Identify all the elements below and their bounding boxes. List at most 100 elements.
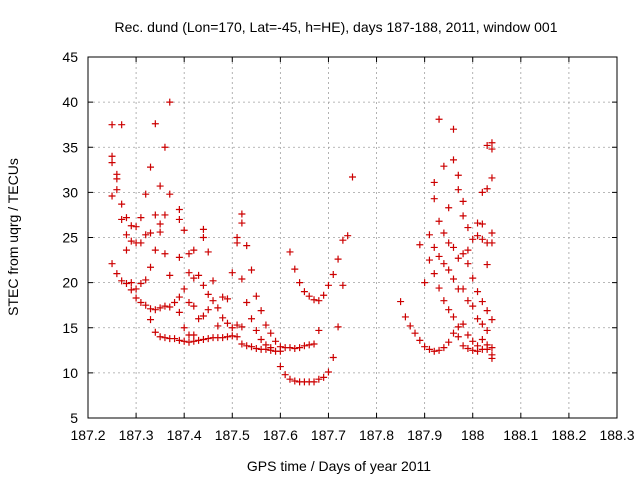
data-point xyxy=(474,315,482,323)
data-point xyxy=(339,281,347,289)
data-point xyxy=(488,145,496,153)
data-point xyxy=(219,293,227,301)
data-point xyxy=(464,331,472,339)
data-point xyxy=(425,231,433,239)
data-point xyxy=(474,288,482,296)
data-point xyxy=(315,326,323,334)
data-point xyxy=(488,316,496,324)
data-point xyxy=(175,253,183,261)
x-tick-label: 187.3 xyxy=(119,427,154,443)
y-tick-label: 35 xyxy=(62,139,78,155)
plot-frame xyxy=(87,56,618,419)
data-point xyxy=(204,306,212,314)
data-point xyxy=(483,141,491,149)
data-point xyxy=(156,228,164,236)
data-point xyxy=(108,159,116,167)
x-tick-label: 187.9 xyxy=(407,427,442,443)
data-point xyxy=(474,342,482,350)
data-point xyxy=(464,345,472,353)
data-point xyxy=(166,303,174,311)
data-point xyxy=(459,197,467,205)
grid-lines xyxy=(88,57,617,418)
data-point xyxy=(464,260,472,268)
data-point xyxy=(248,266,256,274)
data-point xyxy=(425,256,433,264)
data-point xyxy=(454,171,462,179)
data-point xyxy=(478,335,486,343)
data-point xyxy=(175,215,183,223)
data-point xyxy=(464,224,472,232)
data-points xyxy=(108,98,496,386)
data-point xyxy=(156,333,164,341)
data-point xyxy=(137,280,145,288)
data-point xyxy=(243,242,251,250)
data-point xyxy=(151,120,159,128)
data-point xyxy=(421,343,429,351)
data-point xyxy=(291,377,299,385)
data-point xyxy=(478,298,486,306)
y-tick-label: 45 xyxy=(62,49,78,65)
data-point xyxy=(147,163,155,171)
data-point xyxy=(310,340,318,348)
data-point xyxy=(483,261,491,269)
data-point xyxy=(449,275,457,283)
data-point xyxy=(137,298,145,306)
data-point xyxy=(483,326,491,334)
data-point xyxy=(175,206,183,214)
x-tick-label: 187.5 xyxy=(215,427,250,443)
data-point xyxy=(142,231,150,239)
data-point xyxy=(469,274,477,282)
y-tick-label: 10 xyxy=(62,365,78,381)
x-tick-label: 188.2 xyxy=(551,427,586,443)
data-point xyxy=(406,322,414,330)
data-point xyxy=(435,346,443,354)
data-point xyxy=(223,295,231,303)
data-point xyxy=(238,275,246,283)
data-point xyxy=(238,219,246,227)
data-point xyxy=(190,331,198,339)
data-point xyxy=(296,279,304,287)
data-point xyxy=(430,195,438,203)
data-point xyxy=(223,319,231,327)
y-tick-label: 5 xyxy=(70,410,78,426)
data-point xyxy=(185,269,193,277)
data-point xyxy=(334,323,342,331)
data-point xyxy=(464,297,472,305)
data-point xyxy=(190,274,198,282)
data-point xyxy=(435,217,443,225)
data-point xyxy=(127,237,135,245)
data-point xyxy=(315,297,323,305)
data-point xyxy=(459,285,467,293)
data-point xyxy=(440,162,448,170)
data-point xyxy=(478,188,486,196)
data-point xyxy=(122,214,130,222)
data-point xyxy=(483,341,491,349)
data-point xyxy=(108,192,116,200)
x-tick-label: 187.8 xyxy=(359,427,394,443)
data-point xyxy=(464,246,472,254)
data-point xyxy=(118,121,126,129)
data-point xyxy=(305,341,313,349)
data-point xyxy=(161,334,169,342)
data-point xyxy=(291,265,299,273)
data-point xyxy=(132,285,140,293)
data-point xyxy=(113,270,121,278)
data-point xyxy=(118,277,126,285)
data-point xyxy=(166,271,174,279)
data-point xyxy=(310,296,318,304)
data-point xyxy=(349,173,356,181)
chart-title: Rec. dund (Lon=170, Lat=-45, h=HE), days… xyxy=(115,19,558,35)
data-point xyxy=(238,340,246,348)
data-point xyxy=(147,305,155,313)
data-point xyxy=(122,231,130,239)
x-tick-label: 188.1 xyxy=(503,427,538,443)
data-point xyxy=(132,223,140,231)
data-point xyxy=(329,271,337,279)
data-point xyxy=(329,354,337,362)
data-point xyxy=(445,338,453,346)
data-point xyxy=(238,323,246,331)
x-tick-label: 187.7 xyxy=(311,427,346,443)
data-point xyxy=(459,212,467,220)
data-point xyxy=(421,279,429,287)
y-axis-ticks: 5 10 15 20 25 30 35 40 45 xyxy=(62,49,617,426)
